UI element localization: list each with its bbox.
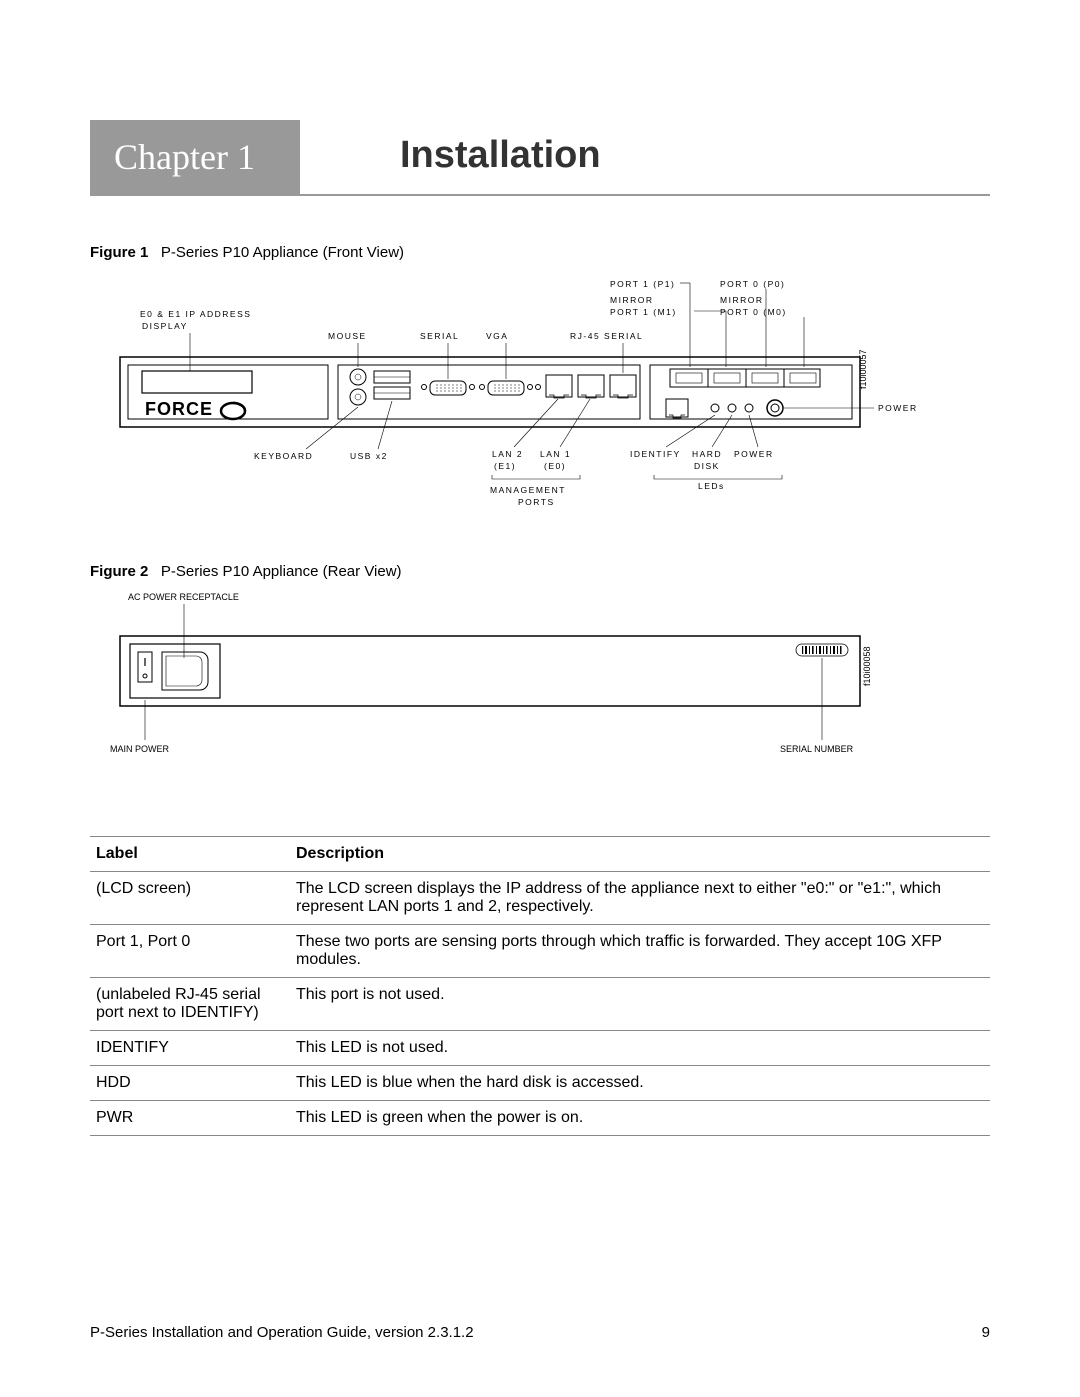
svg-text:PORT 1 (M1): PORT 1 (M1) xyxy=(610,307,677,317)
table-header-desc: Description xyxy=(290,837,990,872)
figure1-diagram: FORCE xyxy=(90,267,990,527)
figure2-caption: Figure 2 P-Series P10 Appliance (Rear Vi… xyxy=(90,563,990,580)
figure2-diagram: AC POWER RECEPTACLE xyxy=(90,586,990,776)
table-row: (unlabeled RJ-45 serial port next to IDE… xyxy=(90,978,990,1031)
svg-text:MIRROR: MIRROR xyxy=(720,295,763,305)
figure2-caption-bold: Figure 2 xyxy=(90,563,148,580)
table-cell-desc: These two ports are sensing ports throug… xyxy=(290,925,990,978)
svg-text:SERIAL: SERIAL xyxy=(420,331,459,341)
svg-text:f10i00057: f10i00057 xyxy=(858,349,868,389)
table-cell-label: IDENTIFY xyxy=(90,1031,290,1066)
figure1-caption-text: P-Series P10 Appliance (Front View) xyxy=(161,244,404,261)
svg-text:PORTS: PORTS xyxy=(518,497,555,507)
svg-text:MAIN POWER: MAIN POWER xyxy=(110,744,170,754)
table-cell-desc: This LED is blue when the hard disk is a… xyxy=(290,1066,990,1101)
svg-text:(E0): (E0) xyxy=(544,461,566,471)
table-cell-desc: This LED is not used. xyxy=(290,1031,990,1066)
svg-text:SERIAL NUMBER: SERIAL NUMBER xyxy=(780,744,854,754)
table-row: HDDThis LED is blue when the hard disk i… xyxy=(90,1066,990,1101)
chapter-title: Installation xyxy=(300,120,601,194)
svg-text:LAN 1: LAN 1 xyxy=(540,449,571,459)
svg-text:DISPLAY: DISPLAY xyxy=(142,321,188,331)
svg-text:PORT 0 (P0): PORT 0 (P0) xyxy=(720,279,785,289)
svg-text:DISK: DISK xyxy=(694,461,720,471)
svg-text:LAN 2: LAN 2 xyxy=(492,449,523,459)
svg-text:LEDs: LEDs xyxy=(698,481,725,491)
table-cell-label: (LCD screen) xyxy=(90,872,290,925)
figure1-caption: Figure 1 P-Series P10 Appliance (Front V… xyxy=(90,244,990,261)
table-row: PWRThis LED is green when the power is o… xyxy=(90,1101,990,1136)
table-row: IDENTIFYThis LED is not used. xyxy=(90,1031,990,1066)
figure2-caption-text: P-Series P10 Appliance (Rear View) xyxy=(161,563,402,580)
svg-text:RJ-45 SERIAL: RJ-45 SERIAL xyxy=(570,331,643,341)
svg-text:PORT 0 (M0): PORT 0 (M0) xyxy=(720,307,787,317)
table-header-label: Label xyxy=(90,837,290,872)
svg-text:POWER: POWER xyxy=(878,403,918,413)
table-cell-desc: This LED is green when the power is on. xyxy=(290,1101,990,1136)
chapter-header: Chapter 1 Installation xyxy=(90,120,990,196)
svg-text:USB x2: USB x2 xyxy=(350,451,388,461)
svg-text:(E1): (E1) xyxy=(494,461,516,471)
svg-text:MANAGEMENT: MANAGEMENT xyxy=(490,485,566,495)
table-cell-label: (unlabeled RJ-45 serial port next to IDE… xyxy=(90,978,290,1031)
table-cell-desc: The LCD screen displays the IP address o… xyxy=(290,872,990,925)
svg-text:IDENTIFY: IDENTIFY xyxy=(630,449,681,459)
svg-text:HARD: HARD xyxy=(692,449,722,459)
table-cell-label: PWR xyxy=(90,1101,290,1136)
table-row: (LCD screen)The LCD screen displays the … xyxy=(90,872,990,925)
label-description-table: Label Description (LCD screen)The LCD sc… xyxy=(90,836,990,1136)
table-row: Port 1, Port 0These two ports are sensin… xyxy=(90,925,990,978)
svg-text:f10i00058: f10i00058 xyxy=(862,646,872,686)
svg-text:VGA: VGA xyxy=(486,331,508,341)
table-cell-desc: This port is not used. xyxy=(290,978,990,1031)
svg-text:AC POWER RECEPTACLE: AC POWER RECEPTACLE xyxy=(128,592,239,602)
footer-right: 9 xyxy=(982,1324,990,1341)
svg-text:MIRROR: MIRROR xyxy=(610,295,653,305)
svg-text:POWER: POWER xyxy=(734,449,774,459)
brand-label: FORCE xyxy=(145,399,213,419)
svg-text:KEYBOARD: KEYBOARD xyxy=(254,451,313,461)
svg-text:MOUSE: MOUSE xyxy=(328,331,367,341)
svg-text:E0 & E1 IP ADDRESS: E0 & E1 IP ADDRESS xyxy=(140,309,251,319)
page-footer: P-Series Installation and Operation Guid… xyxy=(90,1324,990,1341)
table-cell-label: HDD xyxy=(90,1066,290,1101)
chapter-box: Chapter 1 xyxy=(90,120,300,194)
svg-text:PORT 1 (P1): PORT 1 (P1) xyxy=(610,279,675,289)
footer-left: P-Series Installation and Operation Guid… xyxy=(90,1324,474,1341)
figure1-caption-bold: Figure 1 xyxy=(90,244,148,261)
table-cell-label: Port 1, Port 0 xyxy=(90,925,290,978)
